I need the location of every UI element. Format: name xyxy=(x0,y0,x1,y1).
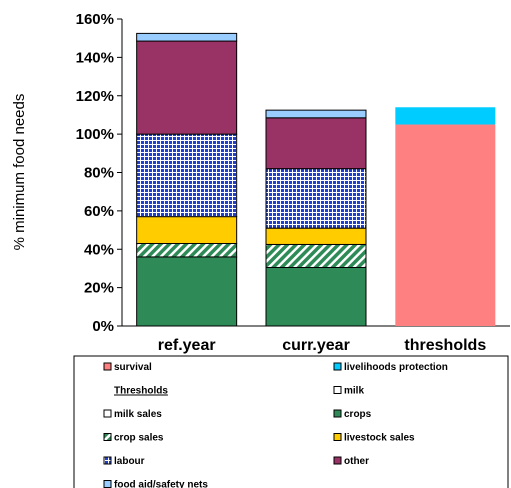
x-tick-label: curr.year xyxy=(282,337,350,354)
y-tick-label: 100% xyxy=(76,126,114,143)
bar-curr-year-labour xyxy=(265,168,367,229)
bar-ref-year-other xyxy=(136,40,238,135)
legend-swatch-livestock-sales xyxy=(333,433,342,441)
bar-thresholds-survival xyxy=(395,124,496,326)
legend-swatch-crop-sales xyxy=(103,433,112,441)
bar-curr-year-crop-sales xyxy=(265,243,367,268)
y-axis-label: % minimum food needs xyxy=(11,94,28,251)
legend-swatch-other xyxy=(333,456,342,465)
legend-swatch-crops xyxy=(333,409,342,418)
bar-ref-year-crops xyxy=(136,256,238,327)
bar-ref-year-crop-sales xyxy=(136,242,238,258)
bar-ref-year-livestock-sales xyxy=(136,216,238,244)
legend-label-other: other xyxy=(344,456,369,467)
bar-curr-year-food-aid-safety-nets xyxy=(265,109,367,119)
legend-label-crop-sales: crop sales xyxy=(114,433,164,444)
x-tick-label: ref.year xyxy=(158,337,216,354)
legend-swatch-survival xyxy=(103,362,112,371)
y-tick-label: 80% xyxy=(84,165,114,182)
legend-label-food-aid-safety-nets: food aid/safety nets xyxy=(114,480,208,488)
bar-ref-year-labour xyxy=(136,133,238,218)
legend-box xyxy=(73,355,509,488)
legend-label-milk: milk xyxy=(344,386,364,397)
legend-swatch-food-aid-safety-nets xyxy=(103,480,112,488)
y-tick-label: 0% xyxy=(92,318,114,335)
y-tick-label: 160% xyxy=(76,11,114,28)
y-tick-label: 40% xyxy=(84,241,114,258)
bar-thresholds-livelihoods-protection xyxy=(395,107,496,125)
y-tick-label: 140% xyxy=(76,49,114,66)
x-tick-label: thresholds xyxy=(404,337,486,354)
y-tick-label: 120% xyxy=(76,88,114,105)
y-tick-label: 20% xyxy=(84,280,114,297)
bar-curr-year-crops xyxy=(265,266,367,327)
legend-title: Thresholds xyxy=(114,386,168,397)
legend-label-crops: crops xyxy=(344,409,372,420)
legend-label-labour: labour xyxy=(114,456,145,467)
bar-ref-year-food-aid-safety-nets xyxy=(136,32,238,42)
y-tick-label: 60% xyxy=(84,203,114,220)
legend-label-livestock-sales: livestock sales xyxy=(344,433,415,444)
legend-swatch-milk xyxy=(333,386,342,394)
legend-label-milk-sales: milk sales xyxy=(114,409,162,420)
bar-curr-year-other xyxy=(265,117,367,170)
legend-swatch-livelihoods-protection xyxy=(333,362,342,371)
legend-swatch-labour xyxy=(103,456,112,465)
legend-label-livelihoods-protection: livelihoods protection xyxy=(344,362,448,373)
legend-swatch-milk-sales xyxy=(103,409,112,418)
legend-label-survival: survival xyxy=(114,362,152,373)
bar-curr-year-livestock-sales xyxy=(265,227,367,245)
